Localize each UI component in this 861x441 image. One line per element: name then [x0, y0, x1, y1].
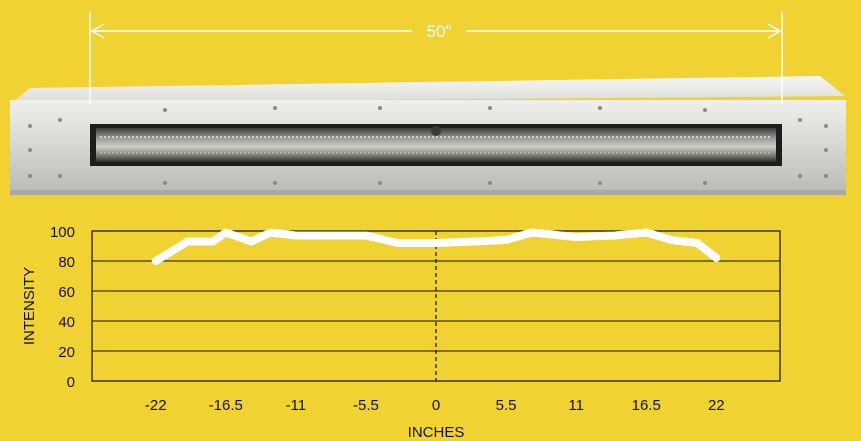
screw — [598, 106, 602, 110]
dimension-arrow-left — [90, 23, 105, 39]
x-tick-label: -5.5 — [353, 397, 379, 414]
housing-screws — [28, 106, 828, 185]
dimension-label: 50" — [427, 22, 452, 41]
screw — [488, 181, 492, 185]
y-tick-labels: 0 20 40 60 80 100 — [50, 224, 75, 391]
dimension-marker: 50" — [89, 12, 783, 104]
housing-shadow — [10, 190, 846, 195]
screw — [28, 124, 32, 128]
screw — [798, 118, 802, 122]
y-tick-label: 20 — [58, 344, 75, 361]
screw — [598, 181, 602, 185]
x-tick-label: 11 — [568, 397, 584, 414]
screw — [58, 174, 62, 178]
screw — [273, 181, 277, 185]
intensity-series-line — [151, 228, 721, 265]
screw — [824, 148, 828, 152]
x-tick-label: -16.5 — [209, 397, 243, 414]
screw — [824, 174, 828, 178]
screw — [378, 106, 382, 110]
y-tick-label: 80 — [58, 254, 75, 271]
housing-top-face — [12, 76, 845, 103]
x-tick-label: 5.5 — [496, 397, 517, 414]
screw — [28, 148, 32, 152]
screw — [28, 174, 32, 178]
dimension-arrow-right — [767, 23, 782, 39]
x-tick-label: -11 — [286, 397, 307, 414]
x-tick-label: 22 — [708, 397, 725, 414]
screw — [798, 174, 802, 178]
x-tick-label: 16.5 — [632, 397, 661, 414]
screw — [163, 181, 167, 185]
y-tick-label: 0 — [67, 374, 75, 391]
x-tick-label: 0 — [432, 397, 440, 414]
intensity-chart: 0 20 40 60 80 100 -22 -16.5 -11 -5.5 0 5.5 11 16.5 22… — [21, 224, 781, 441]
screw — [824, 124, 828, 128]
x-axis-label: INCHES — [408, 424, 465, 441]
screw — [703, 181, 707, 185]
x-tick-labels: -22 -16.5 -11 -5.5 0 5.5 11 16.5 22 — [145, 397, 725, 414]
screw — [488, 106, 492, 110]
lamp-center-joint — [431, 126, 441, 136]
screw — [378, 181, 382, 185]
y-tick-label: 100 — [50, 224, 75, 241]
screw — [163, 108, 167, 112]
screw — [58, 118, 62, 122]
screw — [703, 108, 707, 112]
x-tick-label: -22 — [145, 397, 167, 414]
lamp-housing — [10, 76, 846, 195]
y-axis-label: INTENSITY — [21, 267, 38, 345]
screw — [273, 106, 277, 110]
y-tick-label: 40 — [58, 314, 75, 331]
y-tick-label: 60 — [58, 284, 75, 301]
